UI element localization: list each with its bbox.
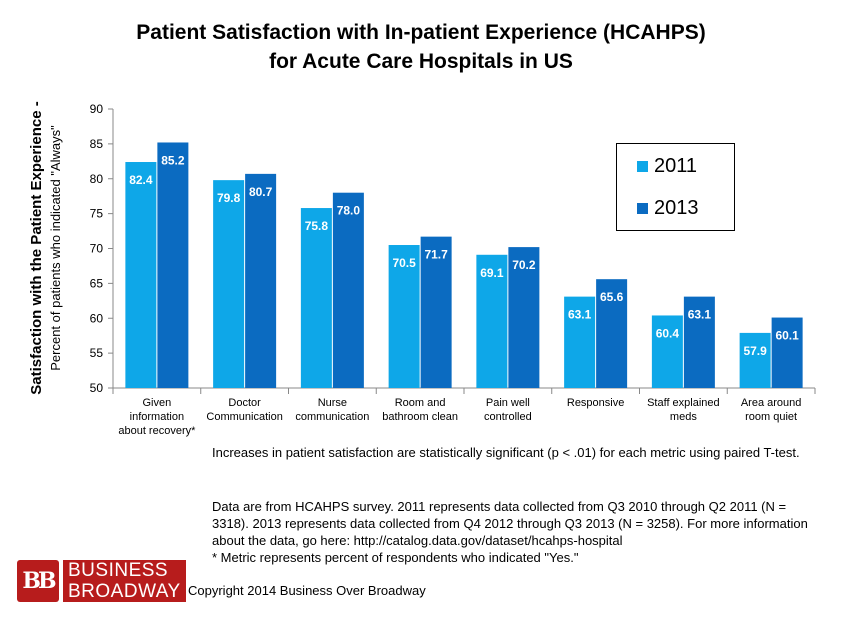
chart-title: Patient Satisfaction with In-patient Exp…: [0, 18, 842, 76]
chart-title-line-1: Patient Satisfaction with In-patient Exp…: [136, 21, 706, 44]
data-label-2011-7: 57.9: [743, 344, 767, 358]
bar-2013-3: [420, 236, 452, 388]
y-tick-label: 50: [90, 381, 104, 395]
data-label-2013-4: 70.2: [512, 258, 536, 272]
y-axis-title: Satisfaction with the Patient Experience…: [28, 101, 63, 394]
data-label-2013-1: 80.7: [249, 185, 273, 199]
bar-2011-2: [300, 208, 332, 388]
data-label-2013-6: 63.1: [688, 308, 712, 322]
bar-2013-2: [332, 192, 364, 388]
x-tick-label: Nurse communication: [295, 397, 369, 423]
y-tick-label: 55: [90, 346, 104, 360]
logo-mark: BB: [17, 559, 59, 602]
data-label-2011-1: 79.8: [217, 191, 241, 205]
y-axis-title-sub: Percent of patients who indicated "Alway…: [48, 125, 63, 371]
legend-swatch-2011: [637, 161, 648, 172]
data-label-2011-5: 63.1: [568, 308, 592, 322]
x-tick-label: Room and bathroom clean: [382, 397, 458, 423]
legend-label-2013: 2013: [654, 197, 699, 219]
bar-2011-0: [125, 162, 157, 388]
business-broadway-logo: BB BUSINESS BROADWAY: [17, 557, 186, 604]
legend-item-2011: 2011: [637, 155, 697, 178]
x-tick-label: Area around room quiet: [741, 397, 802, 423]
bar-2011-3: [388, 245, 420, 388]
bar-2011-4: [476, 254, 508, 388]
bar-2013-6: [683, 296, 715, 388]
bar-2013-0: [157, 142, 189, 388]
logo-word-business: BUSINESS: [68, 559, 169, 581]
data-label-2011-2: 75.8: [305, 219, 329, 233]
y-axis-title-main: Satisfaction with the Patient Experience…: [28, 101, 45, 394]
chart-title-line-2: for Acute Care Hospitals in US: [269, 50, 573, 73]
chart-bars: 82.4 79.8 75.8 70.5 69.1 63.1 60.4 57.9 85.2 80.7…: [125, 142, 803, 388]
chart-legend: 2011 2013: [616, 143, 735, 231]
bar-2013-5: [596, 279, 628, 388]
bar-2011-5: [564, 296, 596, 388]
legend-item-2013: 2013: [637, 197, 699, 220]
significance-note: Increases in patient satisfaction are st…: [212, 445, 800, 460]
data-label-2013-2: 78.0: [337, 204, 361, 218]
y-tick-label: 80: [90, 172, 104, 186]
data-label-2011-4: 69.1: [480, 266, 504, 280]
y-tick-label: 65: [90, 276, 104, 290]
data-label-2011-6: 60.4: [656, 326, 680, 340]
bar-2013-1: [245, 173, 277, 388]
data-label-2013-7: 60.1: [775, 329, 799, 343]
bar-2013-7: [771, 317, 803, 388]
x-tick-label: Pain well controlled: [484, 397, 532, 423]
bar-2011-6: [651, 315, 683, 388]
legend-swatch-2013: [637, 203, 648, 214]
x-tick-label: Staff explained meds: [647, 397, 720, 423]
y-tick-label: 70: [90, 242, 104, 256]
data-label-2011-0: 82.4: [129, 173, 153, 187]
logo-word-broadway: BROADWAY: [68, 580, 181, 602]
footnote: * Metric represents percent of responden…: [212, 550, 579, 565]
y-tick-label: 90: [90, 102, 104, 116]
y-tick-label: 60: [90, 311, 104, 325]
logo-wordmark: BUSINESS BROADWAY: [63, 559, 186, 602]
x-tick-label: Doctor Communication: [206, 397, 282, 423]
copyright-text: Copyright 2014 Business Over Broadway: [188, 583, 426, 598]
bar-2011-7: [739, 332, 771, 388]
data-label-2011-3: 70.5: [392, 256, 416, 270]
data-label-2013-3: 71.7: [424, 248, 448, 262]
legend-label-2011: 2011: [654, 155, 698, 177]
bar-2011-1: [213, 180, 245, 388]
bar-2013-4: [508, 247, 540, 388]
data-label-2013-5: 65.6: [600, 290, 624, 304]
data-source-note: Data are from HCAHPS survey. 2011 repres…: [212, 499, 808, 548]
x-tick-label: Responsive: [567, 397, 624, 409]
data-label-2013-0: 85.2: [161, 153, 185, 167]
y-tick-label: 75: [90, 207, 104, 221]
x-tick-label: Given information about recovery*: [118, 397, 196, 437]
y-tick-label: 85: [90, 137, 104, 151]
